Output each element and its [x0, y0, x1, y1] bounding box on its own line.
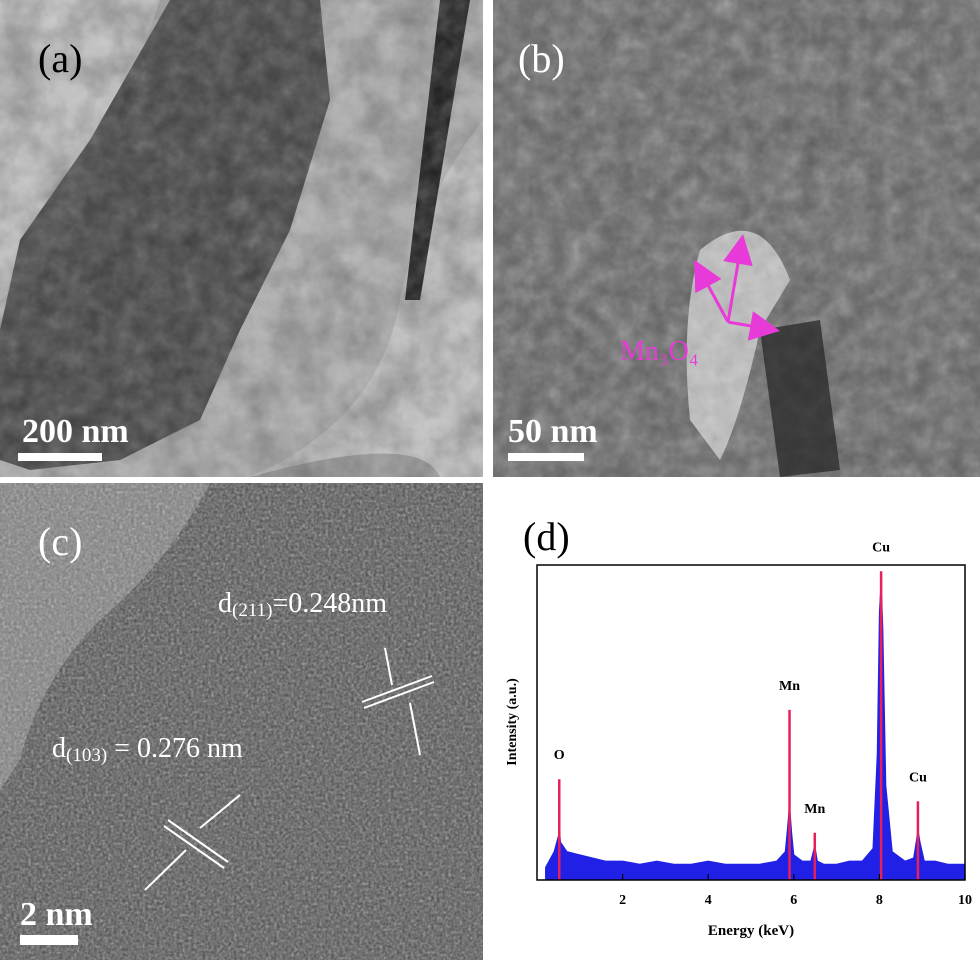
symbol: d — [218, 588, 232, 619]
panel-c — [0, 483, 483, 960]
panel-label: (d) — [523, 514, 570, 559]
scale-bar-label: 2 nm — [20, 896, 93, 933]
peak-label: O — [554, 748, 565, 763]
index: (211) — [232, 600, 272, 621]
plot-frame — [536, 564, 966, 881]
x-tick-label: 4 — [705, 893, 712, 908]
symbol: d — [52, 733, 66, 764]
scale-bar-label: 50 nm — [508, 413, 598, 450]
value: =0.248nm — [272, 588, 387, 619]
panel-a — [0, 0, 483, 477]
x-tick-label: 10 — [958, 893, 972, 908]
y-axis-label: Intensity (a.u.) — [505, 678, 520, 766]
spacing-label: d(211)=0.248nm — [218, 588, 387, 621]
peak-label: Cu — [909, 770, 927, 785]
annotation: Mn₃O₄ — [620, 336, 699, 367]
panel-b — [493, 0, 980, 477]
x-axis-label: Energy (keV) — [708, 923, 794, 939]
x-tick-label: 8 — [876, 893, 883, 908]
x-tick-label: 6 — [790, 893, 797, 908]
spectrum-area — [545, 580, 966, 881]
index: (103) — [66, 745, 107, 766]
peak-label: Mn — [779, 679, 800, 694]
panel-d: (d) Energy (keV) Intensity (a.u.) O Mn Mn C… — [505, 514, 972, 939]
panel-label: (c) — [38, 519, 82, 564]
scale-bar-label: 200 nm — [22, 413, 129, 450]
panel-label: (b) — [518, 36, 565, 81]
value: = 0.276 nm — [107, 733, 243, 764]
peak-label: Mn — [804, 802, 825, 817]
spacing-label: d(103) = 0.276 nm — [52, 733, 243, 766]
panel-label: (a) — [38, 36, 82, 81]
peak-label: Cu — [872, 540, 890, 555]
x-tick-label: 2 — [619, 893, 626, 908]
